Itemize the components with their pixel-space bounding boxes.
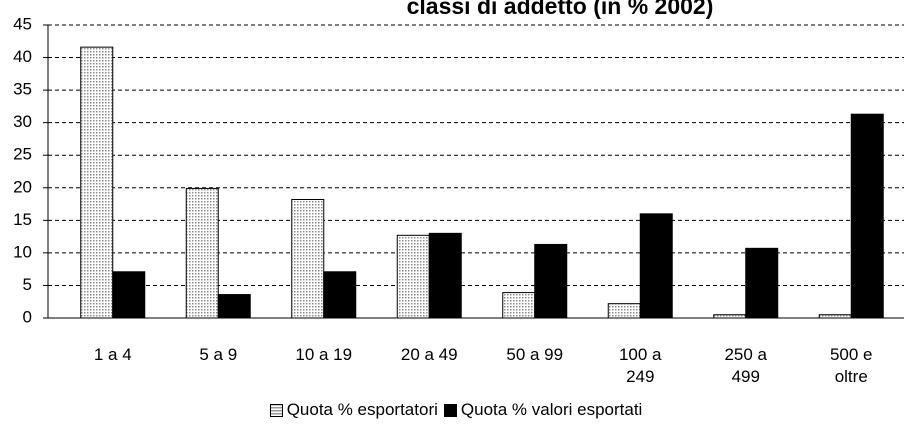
bar [607, 303, 641, 319]
x-tick-label: 10 a 19 [295, 345, 353, 364]
legend-swatch [269, 404, 283, 418]
bar [217, 294, 251, 319]
y-tick-label: 30 [13, 112, 32, 131]
bar [534, 243, 568, 319]
y-tick-label: 40 [13, 47, 32, 66]
bar [713, 314, 747, 319]
x-tick-label: 100 a 249 [618, 345, 662, 386]
bar [291, 198, 325, 319]
bar [818, 314, 852, 319]
x-tick-label: 5 a 9 [199, 345, 238, 364]
legend: Quota % esportatori Quota % valori esport… [0, 399, 912, 421]
bar [396, 234, 430, 319]
bar [639, 213, 673, 319]
bar [745, 247, 779, 319]
y-tick-label: 15 [13, 210, 32, 229]
legend-swatch [443, 404, 457, 418]
bar [112, 271, 146, 319]
x-tick-label: 250 a 499 [724, 345, 768, 386]
y-tick-label: 20 [13, 177, 32, 196]
y-tick-label: 45 [13, 14, 32, 33]
bar [323, 271, 357, 319]
bar [428, 232, 462, 319]
x-tick-label: 1 a 4 [93, 345, 132, 364]
bar [850, 113, 884, 319]
bar [502, 292, 536, 319]
x-tick-label: 500 e oltre [829, 345, 873, 386]
x-tick-label: 50 a 99 [506, 345, 564, 364]
y-tick-label: 0 [23, 307, 32, 326]
x-tick-label: 20 a 49 [400, 345, 458, 364]
y-tick-label: 10 [13, 242, 32, 261]
legend-label: Quota % esportatori [286, 400, 438, 419]
chart-title: classi di addetto (in % 2002) [407, 0, 714, 19]
legend-label: Quota % valori esportati [460, 400, 643, 419]
bar [185, 187, 219, 319]
y-tick-label: 25 [13, 145, 32, 164]
y-tick-label: 35 [13, 80, 32, 99]
bar [80, 46, 114, 319]
y-tick-label: 5 [23, 275, 32, 294]
